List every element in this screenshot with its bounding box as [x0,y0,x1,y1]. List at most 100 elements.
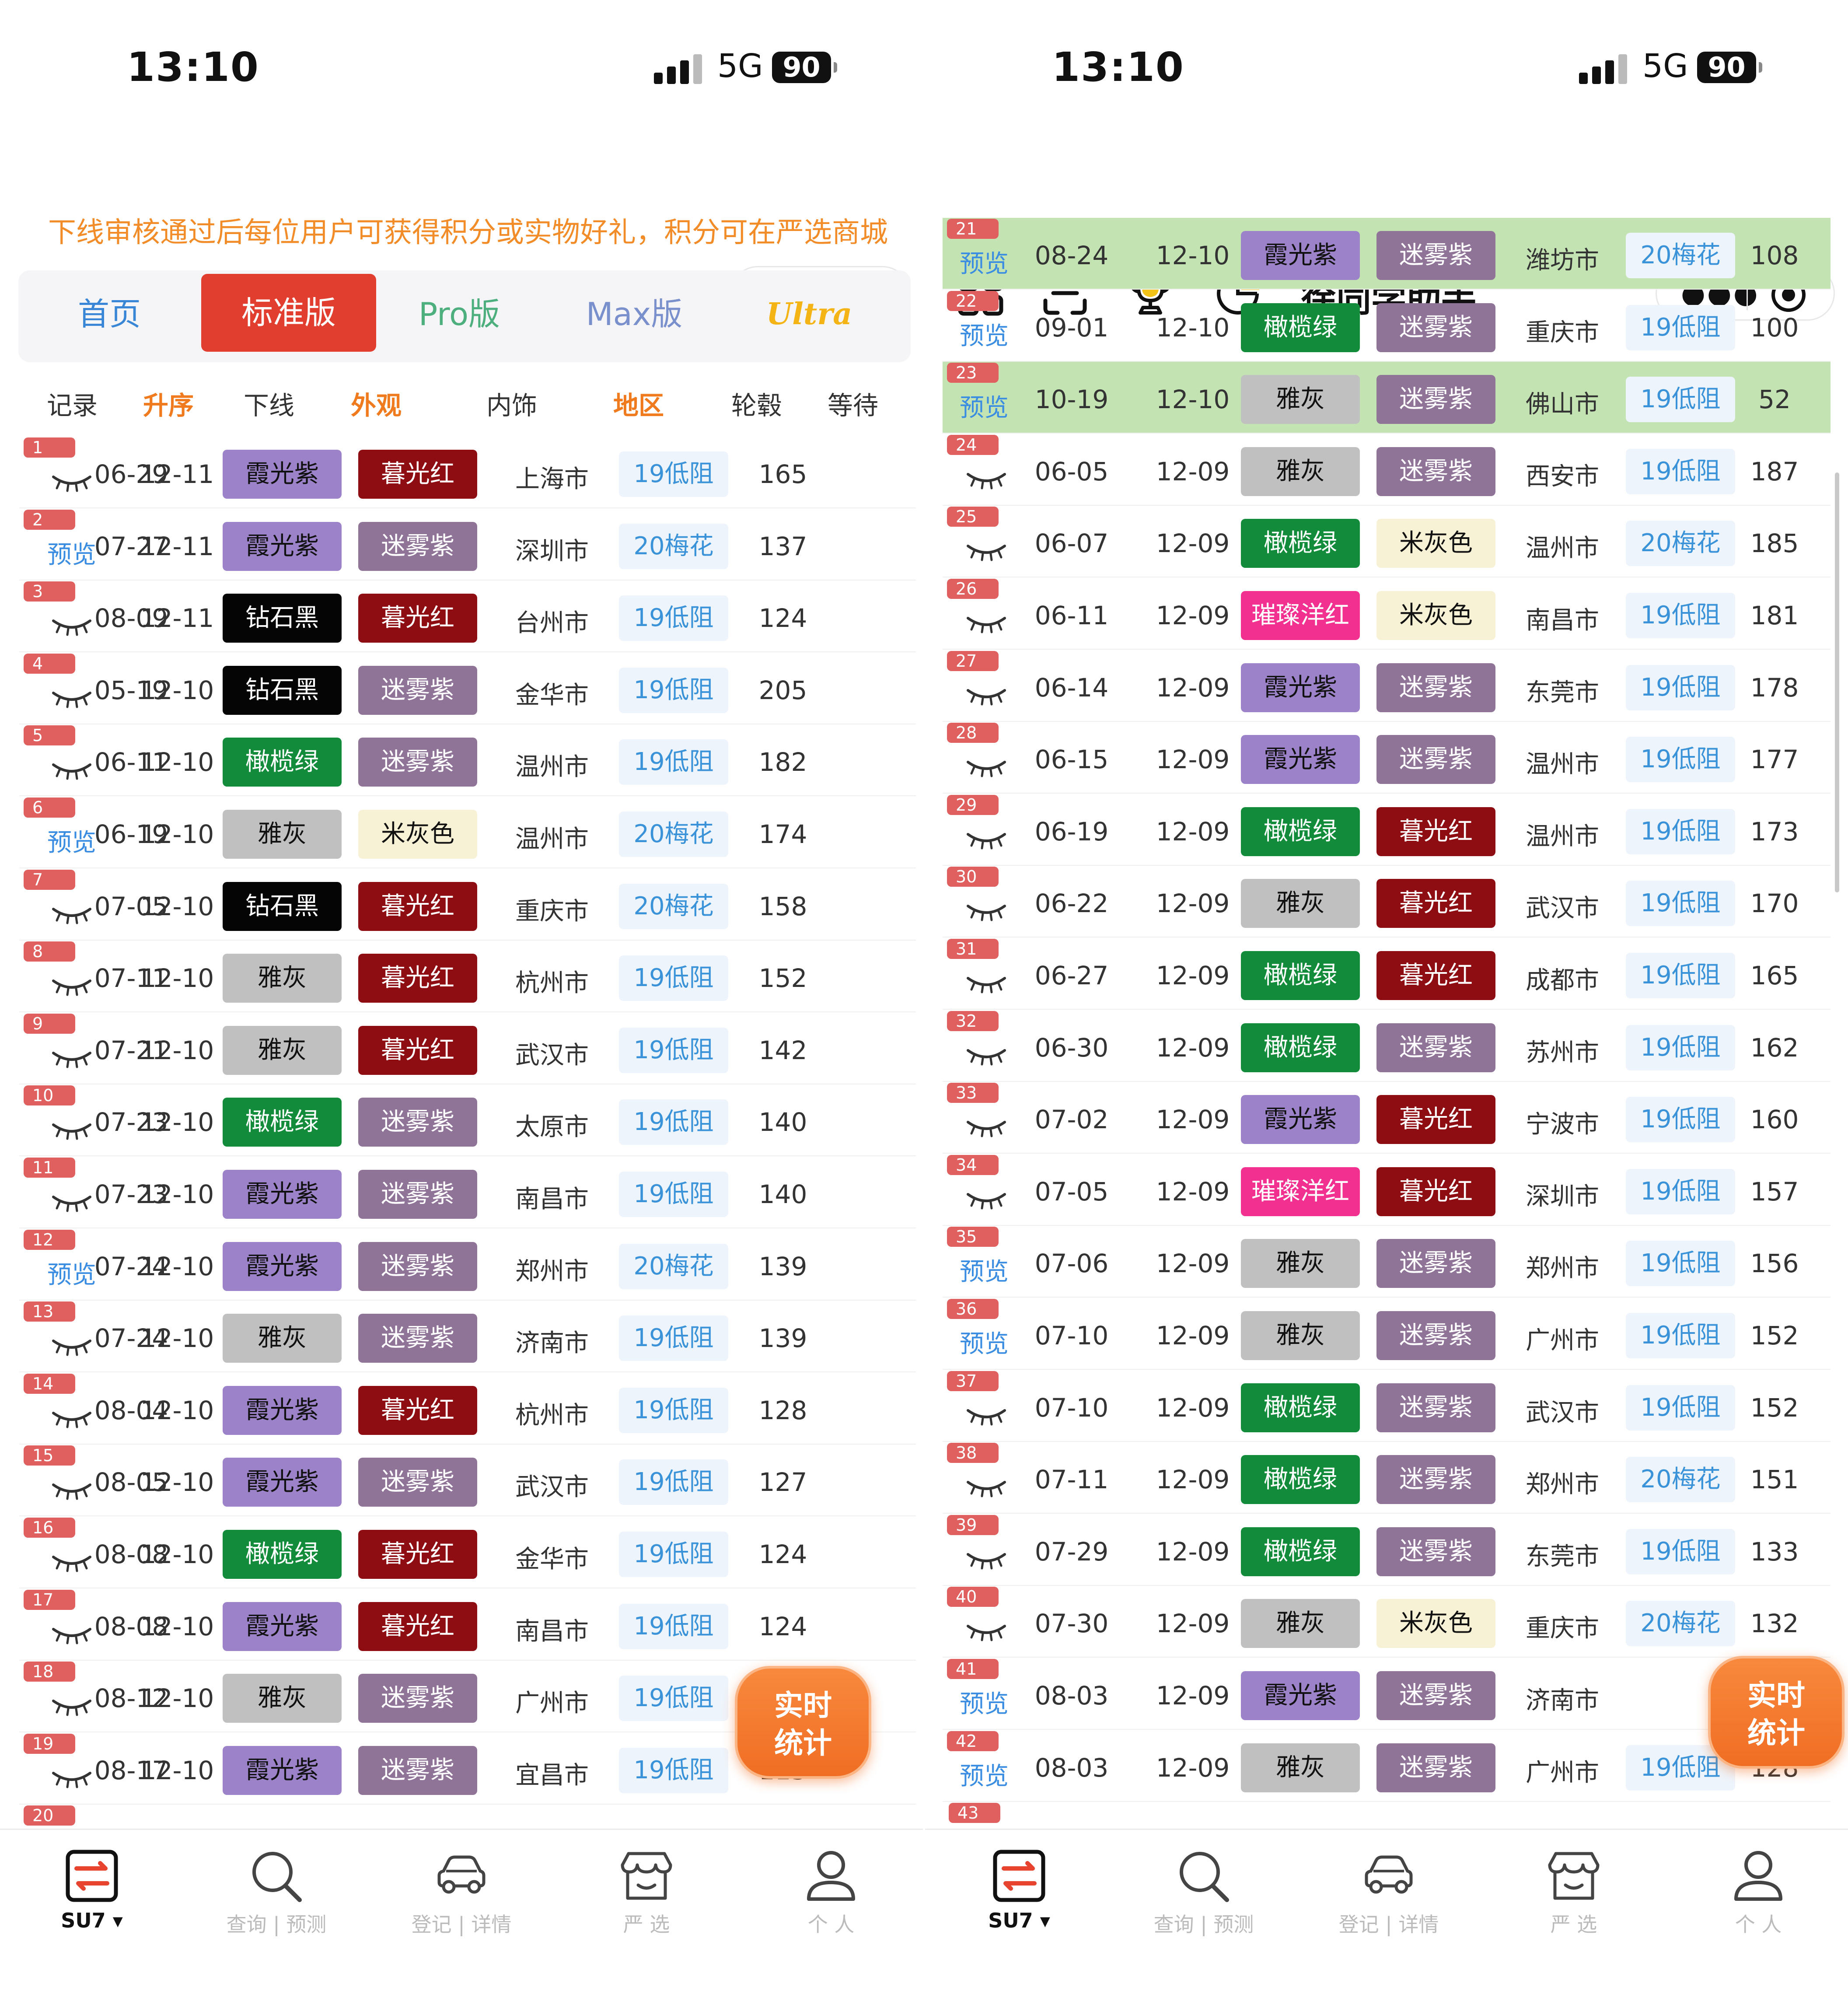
eye-closed-icon[interactable] [965,1404,1007,1426]
eye-closed-icon[interactable] [51,1695,93,1717]
table-row[interactable]: 16 08-08 12-10 橄榄绿 暮光红 金华市 19低阻 124 [19,1517,916,1588]
table-row[interactable]: 17 08-08 12-10 霞光紫 暮光红 南昌市 19低阻 124 [19,1589,916,1661]
eye-closed-icon[interactable] [51,903,93,925]
eye-closed-icon[interactable] [51,759,93,780]
scrollbar[interactable] [1835,472,1839,892]
table-row[interactable]: 4 05-19 12-10 钻石黑 迷雾紫 金华市 19低阻 205 [19,653,916,724]
table-row[interactable]: 10 07-23 12-10 橄榄绿 迷雾紫 太原市 19低阻 140 [19,1084,916,1157]
eye-closed-icon[interactable] [965,1044,1007,1066]
eye-closed-icon[interactable] [965,1620,1007,1642]
eye-closed-icon[interactable] [51,1479,93,1501]
preview-link[interactable]: 预览 [960,322,1009,350]
table-row[interactable]: 21 预览 08-24 12-10 霞光紫 迷雾紫 潍坊市 20梅花 108 [943,218,1831,290]
tab-home[interactable]: 首页 [77,296,141,332]
eye-closed-icon[interactable] [965,468,1007,490]
table-row[interactable]: 9 07-21 12-10 雅灰 暮光红 武汉市 19低阻 142 [19,1013,916,1084]
eye-closed-icon[interactable] [51,1335,93,1357]
preview-link[interactable]: 预览 [47,1260,96,1289]
query-predict-tab[interactable]: 查询 | 预测 [1138,1847,1269,1938]
preview-link[interactable]: 预览 [960,394,1009,423]
eye-closed-icon[interactable] [965,972,1007,994]
mall-tab[interactable]: 严 选 [1508,1847,1639,1938]
eye-closed-icon[interactable] [51,1407,93,1429]
preview-link[interactable]: 预览 [960,1330,1009,1358]
realtime-stats-button[interactable]: 实时 统计 [735,1666,871,1779]
register-detail-tab[interactable]: 登记 | 详情 [396,1847,527,1938]
eye-closed-icon[interactable] [965,1116,1007,1138]
table-row[interactable]: 2 预览 07-27 12-11 霞光紫 迷雾紫 深圳市 20梅花 137 [19,509,916,581]
table-row[interactable]: 40 07-30 12-09 雅灰 米灰色 重庆市 20梅花 132 [943,1586,1831,1658]
su7-tab[interactable]: SU7 ▾ [954,1847,1085,1932]
tab-max[interactable]: Max版 [586,296,683,332]
eye-closed-icon[interactable] [965,1548,1007,1570]
table-row[interactable]: 24 06-05 12-09 雅灰 迷雾紫 西安市 19低阻 187 [943,434,1831,506]
eye-closed-icon[interactable] [51,1767,93,1789]
table-row[interactable]: 29 06-19 12-09 橄榄绿 暮光红 温州市 19低阻 173 [943,794,1831,866]
table-row[interactable]: 5 06-11 12-10 橄榄绿 迷雾紫 温州市 19低阻 182 [19,724,916,797]
table-row[interactable]: 11 07-23 12-10 霞光紫 迷雾紫 南昌市 19低阻 140 [19,1157,916,1228]
table-row[interactable]: 3 08-09 12-11 钻石黑 暮光红 台州市 19低阻 124 [19,581,916,653]
table-row[interactable]: 18 08-12 12-10 雅灰 迷雾紫 广州市 19低阻 [19,1661,916,1733]
table-row[interactable]: 36 预览 07-10 12-09 雅灰 迷雾紫 广州市 19低阻 152 [943,1298,1831,1370]
eye-closed-icon[interactable] [51,1047,93,1069]
column-header[interactable]: 轮毂 [731,391,783,420]
column-header[interactable]: 记录 [46,391,98,420]
su7-tab[interactable]: SU7 ▾ [26,1847,157,1932]
column-header[interactable]: 升序 [143,391,194,420]
table-row[interactable]: 37 07-10 12-09 橄榄绿 迷雾紫 武汉市 19低阻 152 [943,1370,1831,1442]
preview-link[interactable]: 预览 [960,250,1009,278]
preview-link[interactable]: 预览 [960,1690,1009,1718]
table-row[interactable]: 38 07-11 12-09 橄榄绿 迷雾紫 郑州市 20梅花 151 [943,1442,1831,1514]
table-row[interactable]: 35 预览 07-06 12-09 雅灰 迷雾紫 郑州市 19低阻 156 [943,1226,1831,1298]
table-row[interactable]: 28 06-15 12-09 霞光紫 迷雾紫 温州市 19低阻 177 [943,722,1831,794]
preview-link[interactable]: 预览 [47,829,96,857]
profile-tab[interactable]: 个 人 [765,1847,897,1938]
profile-tab[interactable]: 个 人 [1693,1847,1824,1938]
table-row[interactable]: 30 06-22 12-09 雅灰 暮光红 武汉市 19低阻 170 [943,866,1831,938]
table-row[interactable]: 6 预览 06-19 12-10 雅灰 米灰色 温州市 20梅花 174 [19,797,916,868]
eye-closed-icon[interactable] [965,684,1007,706]
table-row[interactable]: 39 07-29 12-09 橄榄绿 迷雾紫 东莞市 19低阻 133 [943,1514,1831,1586]
preview-link[interactable]: 预览 [960,1258,1009,1287]
table-row[interactable]: 15 08-05 12-10 霞光紫 迷雾紫 武汉市 19低阻 127 [19,1445,916,1517]
table-row[interactable]: 31 06-27 12-09 橄榄绿 暮光红 成都市 19低阻 165 [943,938,1831,1010]
eye-closed-icon[interactable] [51,687,93,709]
eye-closed-icon[interactable] [965,900,1007,922]
tab-standard[interactable]: 标准版 [201,274,376,352]
table-row[interactable]: 33 07-02 12-09 霞光紫 暮光红 宁波市 19低阻 160 [943,1082,1831,1154]
eye-closed-icon[interactable] [51,1551,93,1573]
eye-closed-icon[interactable] [51,615,93,637]
eye-closed-icon[interactable] [965,540,1007,562]
table-row[interactable]: 1 06-29 12-11 霞光紫 暮光红 上海市 19低阻 165 [19,437,916,508]
tab-pro[interactable]: Pro版 [418,296,500,332]
table-row[interactable]: 27 06-14 12-09 霞光紫 迷雾紫 东莞市 19低阻 178 [943,650,1831,722]
table-row[interactable]: 14 08-04 12-10 霞光紫 暮光红 杭州市 19低阻 128 [19,1373,916,1445]
table-row[interactable]: 26 06-11 12-09 璀璨洋红 米灰色 南昌市 19低阻 181 [943,578,1831,650]
column-header[interactable]: 地区 [613,391,664,420]
mall-tab[interactable]: 严 选 [581,1847,712,1938]
table-row[interactable]: 8 07-11 12-10 雅灰 暮光红 杭州市 19低阻 152 [19,941,916,1013]
table-row[interactable]: 32 06-30 12-09 橄榄绿 迷雾紫 苏州市 19低阻 162 [943,1010,1831,1082]
column-header[interactable]: 外观 [350,391,402,420]
table-row[interactable]: 7 07-05 12-10 钻石黑 暮光红 重庆市 20梅花 158 [19,869,916,941]
eye-closed-icon[interactable] [51,1191,93,1213]
eye-closed-icon[interactable] [51,975,93,997]
eye-closed-icon[interactable] [965,828,1007,850]
column-header[interactable]: 等待 [827,391,879,420]
preview-link[interactable]: 预览 [960,1762,1009,1791]
table-row[interactable]: 34 07-05 12-09 璀璨洋红 暮光红 深圳市 19低阻 157 [943,1154,1831,1226]
eye-closed-icon[interactable] [51,1119,93,1140]
table-row[interactable]: 13 07-24 12-10 雅灰 迷雾紫 济南市 19低阻 139 [19,1301,916,1373]
eye-closed-icon[interactable] [965,612,1007,634]
table-row[interactable]: 12 预览 07-24 12-10 霞光紫 迷雾紫 郑州市 20梅花 139 [19,1229,916,1301]
eye-closed-icon[interactable] [965,756,1007,778]
column-header[interactable]: 内饰 [486,391,538,420]
table-row[interactable]: 41 预览 08-03 12-09 霞光紫 迷雾紫 济南市 [943,1658,1831,1730]
table-row[interactable]: 22 预览 09-01 12-10 橄榄绿 迷雾紫 重庆市 19低阻 100 [943,290,1831,362]
eye-closed-icon[interactable] [965,1188,1007,1210]
column-header[interactable]: 下线 [243,391,295,420]
tab-ultra[interactable]: Ultra [766,297,852,332]
eye-closed-icon[interactable] [51,1623,93,1645]
